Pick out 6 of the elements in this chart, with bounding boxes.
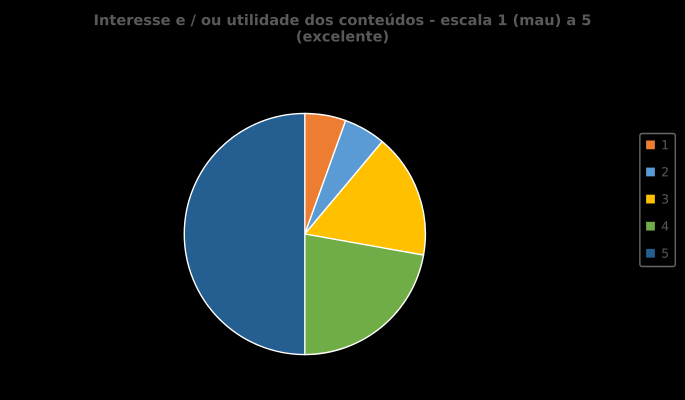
legend-label: 3 [662, 194, 668, 204]
chart-title: Interesse e / ou utilidade dos conteúdos - escala 1 (mau) a 5 (excelente) [94, 13, 590, 44]
legend-label: 2 [662, 167, 668, 176]
legend-label: 5 [662, 248, 668, 258]
legend-label: 1 [662, 140, 668, 150]
legend-label: 4 [662, 221, 668, 231]
